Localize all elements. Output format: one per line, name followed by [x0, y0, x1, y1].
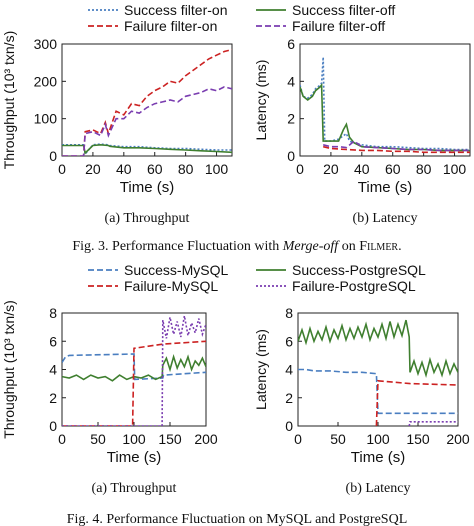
series-line — [62, 86, 232, 156]
series-line — [62, 143, 232, 155]
plot-frame — [297, 312, 459, 427]
legend-label: Failure-PostgreSQL — [292, 278, 416, 294]
series-line — [62, 315, 206, 426]
x-tick-label: 60 — [385, 161, 401, 177]
subfigure-caption: (b) Latency — [346, 481, 411, 496]
x-tick-label: 40 — [354, 161, 370, 177]
plot-frame — [299, 43, 471, 157]
x-tick-label: 0 — [58, 161, 66, 177]
series-line — [62, 353, 206, 381]
x-tick-label: 0 — [58, 431, 66, 447]
y-tick-label: 2 — [287, 111, 295, 127]
y-tick-label: 6 — [287, 36, 295, 52]
legend-label: Success filter-on — [124, 2, 227, 18]
y-tick-label: 100 — [34, 111, 58, 127]
fig4-legend: Success-MySQL Success-PostgreSQL Failure-M… — [88, 262, 426, 294]
series-line — [62, 354, 206, 382]
y-tick-label: 0 — [287, 148, 295, 164]
x-tick-label: 20 — [323, 161, 339, 177]
x-tick-label: 100 — [443, 161, 467, 177]
legend-label: Failure filter-off — [292, 18, 385, 34]
y-tick-label: 6 — [49, 333, 57, 349]
series-line — [408, 420, 458, 426]
y-axis-label: Latency (ms) — [253, 60, 269, 141]
x-axis-label: Time (s) — [120, 179, 174, 196]
series-line — [300, 82, 470, 152]
legend-label: Success filter-off — [292, 2, 395, 18]
x-tick-label: 150 — [158, 431, 182, 447]
fig3-caption: Fig. 3. Performance Fluctuation with Mer… — [72, 239, 401, 254]
x-tick-label: 0 — [294, 431, 302, 447]
fig4-caption: Fig. 4. Performance Fluctuation on MySQL… — [67, 512, 408, 526]
x-tick-label: 40 — [116, 161, 132, 177]
x-tick-label: 100 — [205, 161, 229, 177]
series-line — [300, 57, 470, 151]
x-tick-label: 80 — [416, 161, 432, 177]
x-tick-label: 100 — [366, 431, 390, 447]
series-line — [298, 319, 458, 379]
y-tick-label: 200 — [34, 73, 58, 89]
y-tick-label: 0 — [285, 418, 293, 434]
legend-label: Failure filter-on — [124, 18, 217, 34]
y-tick-label: 0 — [49, 418, 57, 434]
subfigure-caption: (a) Throughput — [105, 211, 190, 226]
x-tick-label: 50 — [330, 431, 346, 447]
y-tick-label: 4 — [285, 362, 293, 378]
y-tick-label: 2 — [49, 390, 57, 406]
series-line — [375, 379, 458, 426]
x-tick-label: 0 — [296, 161, 304, 177]
series-line — [62, 48, 232, 156]
x-tick-label: 80 — [178, 161, 194, 177]
y-tick-label: 6 — [285, 333, 293, 349]
y-tick-label: 8 — [49, 305, 57, 321]
legend-label: Failure-MySQL — [124, 278, 218, 294]
x-tick-label: 20 — [85, 161, 101, 177]
x-tick-label: 100 — [122, 431, 146, 447]
plot-frame — [61, 43, 233, 157]
subfigure-caption: (a) Throughput — [92, 481, 177, 496]
x-tick-label: 150 — [406, 431, 430, 447]
series-line — [298, 368, 458, 415]
x-tick-label: 200 — [194, 431, 218, 447]
fig3-legend: Success filter-on Success filter-offFailu… — [88, 2, 395, 34]
legend-label: Success-PostgreSQL — [292, 262, 426, 278]
y-tick-label: 4 — [287, 73, 295, 89]
y-axis-label: Throughput (10³ txn/s) — [1, 31, 17, 170]
x-axis-label: Time (s) — [351, 449, 405, 466]
fig4a-chart: 0 2 4 6 8 0 50 100 150 200 Time (s) Throughput (10³… — [1, 300, 218, 496]
y-axis-label: Throughput (10³ txn/s) — [1, 300, 17, 439]
y-tick-label: 2 — [285, 390, 293, 406]
y-tick-label: 8 — [285, 305, 293, 321]
y-axis-label: Latency (ms) — [253, 329, 269, 410]
y-tick-label: 300 — [34, 36, 58, 52]
x-tick-label: 50 — [90, 431, 106, 447]
x-axis-label: Time (s) — [107, 449, 161, 466]
series-line — [62, 143, 232, 156]
legend-label: Success-MySQL — [124, 262, 228, 278]
x-tick-label: 60 — [147, 161, 163, 177]
subfigure-caption: (b) Latency — [353, 211, 418, 226]
y-tick-label: 0 — [49, 148, 57, 164]
series-line — [323, 140, 470, 152]
x-tick-label: 200 — [446, 431, 470, 447]
x-axis-label: Time (s) — [358, 179, 412, 196]
y-tick-label: 4 — [49, 362, 57, 378]
fig3a-chart: 0 100 200 300 0 20 40 60 80 100 Time (s) Throughput… — [1, 31, 233, 226]
series-line — [323, 145, 470, 154]
series-line — [62, 340, 206, 426]
fig4b-chart: 0 2 4 6 8 0 50 100 150 200 Time (s) Latency (ms) (b)… — [253, 305, 470, 496]
